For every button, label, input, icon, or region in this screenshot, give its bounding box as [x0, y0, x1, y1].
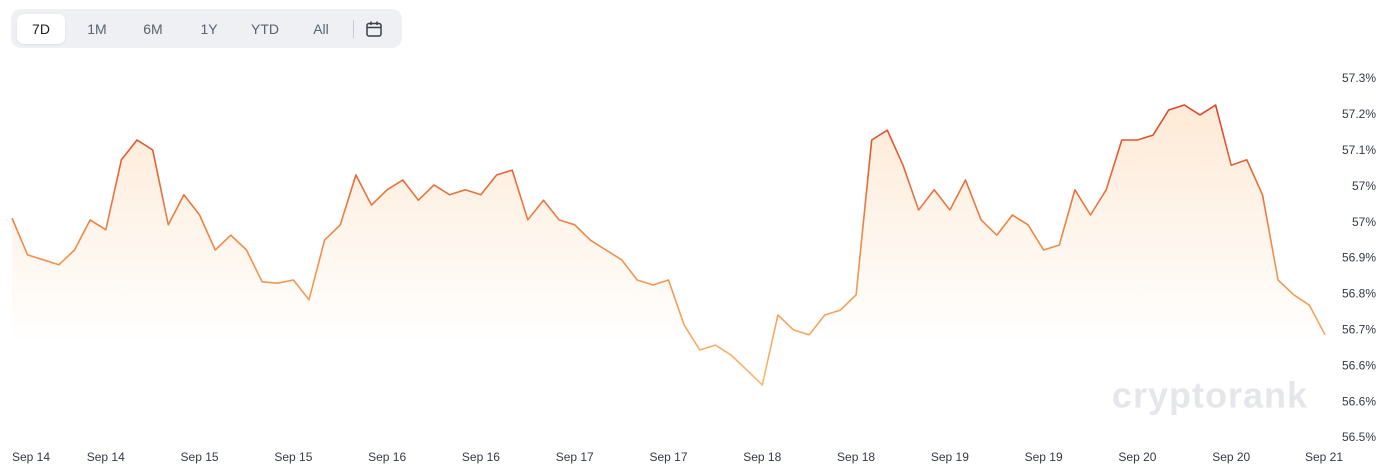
x-tick-label: Sep 15 — [181, 450, 219, 464]
x-tick-label: Sep 16 — [368, 450, 406, 464]
x-tick-label: Sep 14 — [12, 450, 50, 464]
y-tick-label: 56.7% — [1342, 322, 1376, 336]
range-button[interactable]: 6M — [143, 20, 163, 37]
watermark: cryptorank — [1112, 375, 1308, 416]
range-toolbar: 7D 1M 6M 1Y YTD All — [11, 9, 402, 48]
x-tick-label: Sep 15 — [274, 450, 312, 464]
range-button[interactable]: 1Y — [200, 20, 218, 37]
x-tick-label: Sep 16 — [462, 450, 500, 464]
y-tick-label: 56.5% — [1342, 430, 1376, 444]
y-tick-label: 56.9% — [1342, 251, 1376, 265]
x-tick-label: Sep 19 — [1025, 450, 1063, 464]
y-tick-label: 56.6% — [1342, 358, 1376, 372]
x-tick-label: Sep 19 — [931, 450, 969, 464]
calendar-button[interactable] — [362, 17, 386, 41]
x-tick-label: Sep 17 — [556, 450, 594, 464]
range-button[interactable]: All — [313, 20, 329, 37]
x-tick-label: Sep 17 — [649, 450, 687, 464]
area-fill — [12, 105, 1325, 385]
y-tick-label: 56.8% — [1342, 287, 1376, 301]
x-tick-label: Sep 20 — [1118, 450, 1156, 464]
y-tick-label: 57% — [1352, 179, 1376, 193]
y-tick-label: 57% — [1352, 215, 1376, 229]
y-tick-label: 57.1% — [1342, 143, 1376, 157]
price-line — [11, 104, 1326, 386]
x-tick-label: Sep 14 — [87, 450, 125, 464]
range-button[interactable]: YTD — [251, 20, 279, 37]
x-tick-label: Sep 20 — [1212, 450, 1250, 464]
x-tick-label: Sep 18 — [837, 450, 875, 464]
separator — [353, 19, 354, 38]
range-button[interactable]: 1M — [87, 20, 107, 37]
calendar-icon — [366, 21, 382, 37]
range-button[interactable]: 7D — [17, 13, 65, 44]
x-tick-label: Sep 21 — [1305, 450, 1343, 464]
y-tick-label: 57.2% — [1342, 107, 1376, 121]
x-tick-label: Sep 18 — [743, 450, 781, 464]
y-tick-label: 56.6% — [1342, 394, 1376, 408]
y-tick-label: 57.3% — [1342, 71, 1376, 85]
